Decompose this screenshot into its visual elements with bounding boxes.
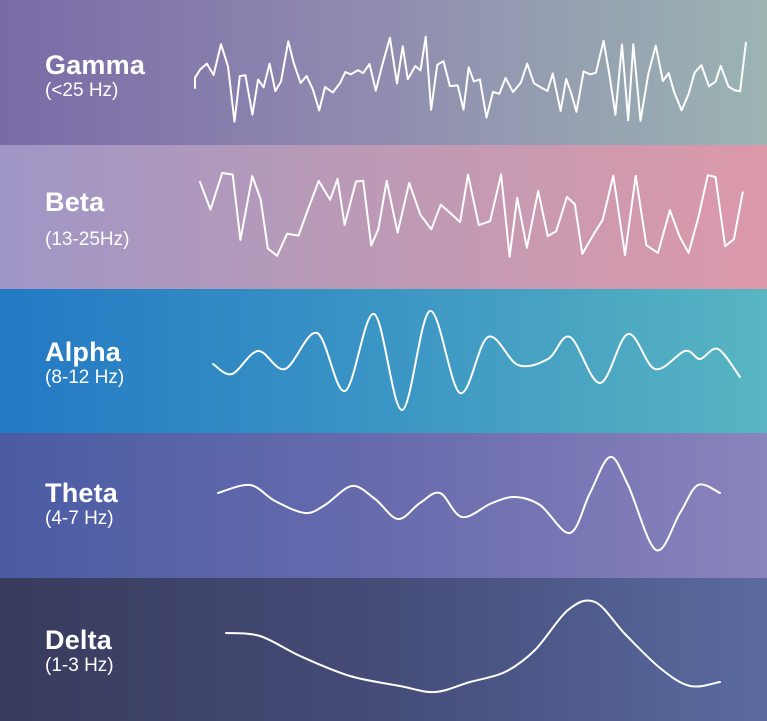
- band-alpha-label: Alpha (8-12 Hz): [45, 337, 124, 389]
- gamma-wave: [194, 35, 747, 123]
- band-delta-name: Delta: [45, 625, 113, 655]
- band-alpha-range: (8-12 Hz): [45, 367, 125, 388]
- band-gamma-name: Gamma: [45, 50, 146, 80]
- band-alpha-name: Alpha: [45, 337, 122, 367]
- band-gamma-label: Gamma (<25 Hz): [45, 50, 145, 102]
- band-delta: Delta (1-3 Hz): [0, 578, 767, 721]
- band-delta-label: Delta (1-3 Hz): [45, 625, 114, 677]
- band-beta-range: (13-25Hz): [45, 229, 130, 250]
- band-alpha: Alpha (8-12 Hz): [0, 289, 767, 433]
- delta-wave: [225, 599, 721, 694]
- band-delta-range: (1-3 Hz): [45, 655, 114, 676]
- band-theta: Theta (4-7 Hz): [0, 433, 767, 578]
- gamma-wave-graphic: [194, 35, 747, 123]
- band-theta-name: Theta: [45, 478, 119, 508]
- band-beta: Beta (13-25Hz): [0, 145, 767, 289]
- alpha-wave: [212, 309, 741, 412]
- band-gamma-range: (<25 Hz): [45, 80, 119, 101]
- theta-wave-graphic: [217, 456, 721, 552]
- band-theta-label: Theta (4-7 Hz): [45, 478, 118, 530]
- beta-wave-graphic: [199, 172, 744, 258]
- delta-wave-graphic: [225, 599, 721, 694]
- alpha-wave-graphic: [212, 309, 741, 412]
- band-beta-name: Beta: [45, 187, 105, 217]
- band-gamma: Gamma (<25 Hz): [0, 0, 767, 145]
- beta-wave: [199, 172, 744, 258]
- theta-wave: [217, 456, 721, 552]
- band-beta-label: Beta (13-25Hz): [45, 187, 129, 251]
- band-theta-range: (4-7 Hz): [45, 508, 114, 529]
